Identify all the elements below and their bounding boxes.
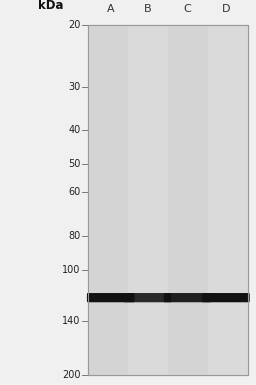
Text: 80: 80 — [68, 231, 81, 241]
Text: 140: 140 — [62, 316, 81, 326]
Bar — [88, 25, 248, 375]
FancyBboxPatch shape — [202, 293, 250, 302]
Text: A: A — [107, 4, 114, 14]
Text: 60: 60 — [68, 187, 81, 197]
Text: B: B — [144, 4, 151, 14]
Bar — [168, 25, 208, 375]
Bar — [88, 25, 248, 375]
Text: 20: 20 — [68, 20, 81, 30]
Text: 40: 40 — [68, 126, 81, 136]
Bar — [128, 25, 168, 375]
FancyBboxPatch shape — [124, 293, 171, 302]
Text: 200: 200 — [62, 370, 81, 380]
Text: D: D — [222, 4, 230, 14]
FancyBboxPatch shape — [87, 293, 135, 302]
Bar — [88, 25, 128, 375]
Text: kDa: kDa — [38, 0, 64, 12]
FancyBboxPatch shape — [164, 293, 211, 302]
Text: 30: 30 — [68, 82, 81, 92]
Text: 50: 50 — [68, 159, 81, 169]
Bar — [208, 25, 248, 375]
Text: 100: 100 — [62, 265, 81, 275]
Text: C: C — [184, 4, 191, 14]
